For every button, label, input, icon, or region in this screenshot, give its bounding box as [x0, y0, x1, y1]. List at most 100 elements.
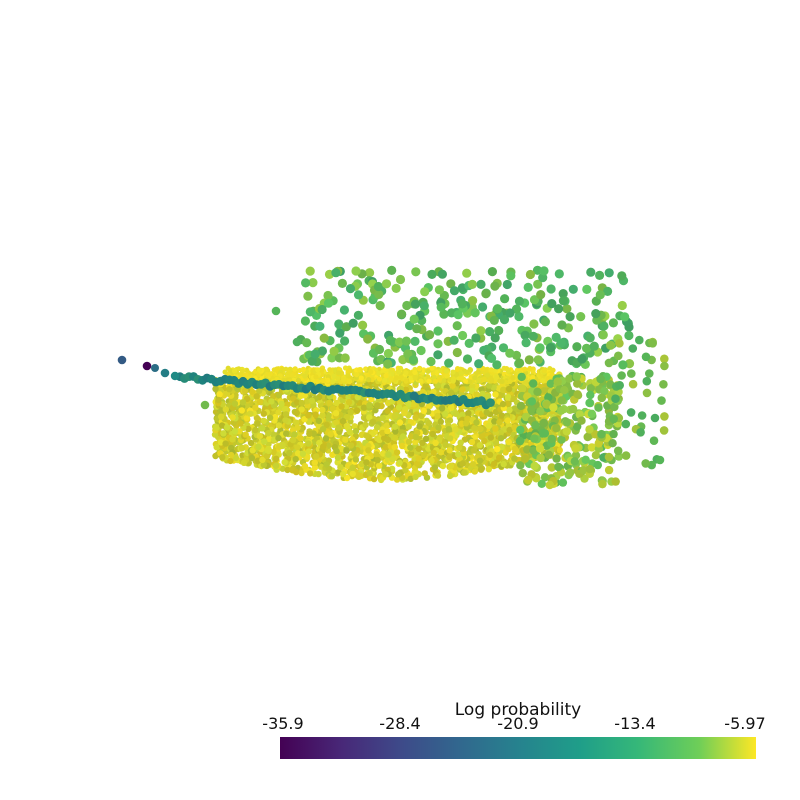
data-point: [408, 355, 418, 365]
data-point: [474, 359, 484, 369]
data-point: [528, 331, 538, 341]
data-point: [611, 394, 620, 404]
data-point: [562, 427, 571, 436]
data-point: [507, 378, 513, 384]
data-point: [585, 333, 595, 343]
data-point: [308, 278, 318, 288]
data-point: [229, 436, 236, 443]
data-point: [505, 385, 513, 393]
data-point: [511, 405, 518, 412]
data-point: [418, 378, 424, 384]
data-point: [294, 450, 302, 457]
data-point: [659, 380, 668, 389]
data-point: [395, 404, 403, 411]
data-point: [562, 418, 572, 427]
data-point: [547, 463, 556, 472]
data-point: [363, 334, 373, 344]
data-point: [641, 352, 651, 362]
data-point: [362, 421, 369, 429]
data-point: [613, 446, 623, 456]
data-point: [571, 444, 580, 453]
data-point: [227, 457, 234, 465]
data-point: [315, 321, 325, 331]
data-point: [399, 424, 407, 431]
data-point: [453, 310, 463, 320]
data-point: [565, 312, 575, 322]
data-point: [401, 336, 411, 346]
data-point: [452, 347, 462, 358]
data-point: [392, 434, 399, 442]
data-point: [660, 354, 669, 364]
data-point: [382, 377, 388, 383]
data-point: [291, 431, 298, 438]
data-point: [429, 365, 435, 371]
data-point: [645, 369, 654, 378]
data-point: [585, 398, 594, 408]
data-point: [558, 296, 569, 306]
data-point: [481, 437, 488, 445]
data-point: [502, 279, 512, 290]
data-point: [247, 439, 255, 447]
data-point: [311, 464, 319, 471]
data-point: [263, 452, 271, 460]
data-point: [457, 299, 467, 309]
data-point: [462, 268, 472, 278]
data-point: [430, 449, 437, 457]
data-point: [477, 425, 484, 433]
data-point: [243, 372, 249, 378]
data-point: [554, 304, 564, 314]
data-point: [411, 438, 419, 446]
data-point: [455, 451, 462, 458]
data-point: [403, 378, 409, 384]
data-point: [385, 451, 392, 458]
data-point: [420, 451, 427, 459]
data-point: [305, 412, 312, 419]
data-point: [595, 270, 605, 280]
data-point: [485, 382, 493, 389]
data-point: [328, 473, 335, 480]
data-point: [294, 444, 301, 451]
colorbar-tick-label: -28.4: [379, 714, 421, 733]
data-point: [412, 369, 418, 375]
data-point: [415, 455, 422, 462]
data-point: [435, 424, 442, 431]
data-point: [222, 369, 228, 375]
data-point: [305, 266, 315, 276]
data-point: [485, 327, 495, 337]
data-point: [558, 289, 568, 299]
data-point: [522, 366, 528, 372]
data-point: [446, 447, 453, 454]
data-point: [476, 326, 486, 336]
data-point: [470, 308, 480, 318]
data-point: [544, 393, 553, 402]
data-point: [387, 265, 397, 275]
data-point: [478, 302, 488, 312]
data-point: [346, 378, 352, 384]
data-point: [319, 406, 326, 414]
data-point: [649, 436, 659, 446]
data-point: [376, 376, 383, 382]
data-point: [245, 425, 252, 433]
data-point: [558, 478, 568, 487]
data-point: [407, 475, 414, 482]
data-point: [597, 393, 607, 403]
data-point: [425, 368, 431, 374]
data-point: [242, 431, 249, 438]
data-point: [237, 420, 244, 427]
data-point: [597, 429, 606, 439]
data-point: [595, 290, 605, 300]
data-point: [420, 287, 430, 297]
data-point: [275, 434, 282, 442]
data-point: [434, 382, 441, 389]
data-point: [346, 368, 352, 374]
data-point: [346, 428, 353, 436]
data-point: [449, 286, 460, 296]
data-point: [457, 439, 464, 446]
data-point: [477, 466, 485, 473]
data-point: [218, 422, 226, 429]
data-point: [515, 358, 525, 368]
data-point: [490, 333, 500, 343]
data-point: [467, 367, 474, 373]
data-point: [267, 371, 273, 377]
data-point: [655, 455, 665, 465]
